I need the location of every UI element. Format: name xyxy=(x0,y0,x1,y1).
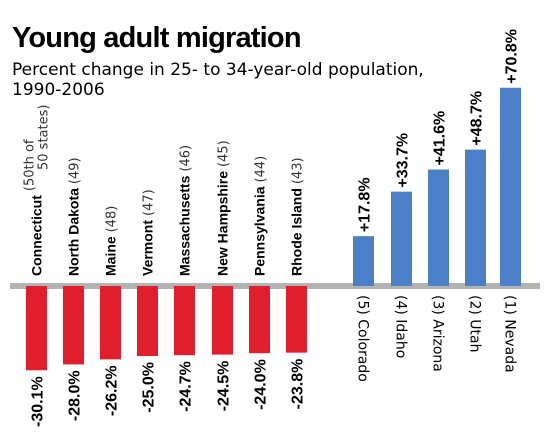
category-name: North Dakota xyxy=(66,188,82,276)
gain-bar xyxy=(391,191,412,286)
category-rank: (43) xyxy=(291,157,306,184)
category-label: Maine (48) xyxy=(103,206,120,276)
category-rank: (45) xyxy=(217,140,232,167)
loss-value-label: -26.2% xyxy=(104,365,121,416)
gain-value-label: +17.8% xyxy=(357,177,374,232)
loss-value-label: -24.0% xyxy=(253,359,270,410)
loss-bar xyxy=(286,286,307,353)
loss-value-label: -30.1% xyxy=(30,376,47,427)
loss-bars: -30.1% Connecticut (50th of 50 states) -28.0… xyxy=(23,105,307,427)
category-label: Connecticut (50th of xyxy=(23,139,45,276)
category-label: Rhode Island (43) xyxy=(289,157,306,276)
gain-value-label: +33.7% xyxy=(395,133,412,188)
loss-value-label: -25.0% xyxy=(141,362,158,413)
gain-value-label: +70.8% xyxy=(504,29,521,84)
category-name: Rhode Island xyxy=(289,188,305,276)
gain-bars: +17.8% (5) Colorado +33.7% (4) Idaho +41.6% (… xyxy=(353,29,521,382)
loss-value-label: -24.5% xyxy=(216,361,233,412)
category-rank: (44) xyxy=(254,156,269,183)
gain-bar xyxy=(465,149,486,286)
loss-bar xyxy=(63,286,84,365)
chart-subtitle-line-1: Percent change in 25- to 34-year-old pop… xyxy=(12,60,424,80)
category-name: Massachusetts xyxy=(177,175,193,276)
category-label: Massachusetts (46) xyxy=(177,145,194,276)
loss-value-label: -24.7% xyxy=(178,361,195,412)
category-label: North Dakota (49) xyxy=(66,157,83,276)
gain-bar xyxy=(500,87,521,286)
loss-bar xyxy=(100,286,121,360)
category-rank: (48) xyxy=(105,206,120,233)
category-name: Maine xyxy=(103,236,119,276)
category-rank-line-1: (50th of xyxy=(23,139,38,191)
category-name: Pennsylvania xyxy=(252,186,268,276)
gain-bar xyxy=(353,236,374,286)
category-name: Connecticut xyxy=(29,195,45,276)
category-label: Pennsylvania (44) xyxy=(252,156,269,276)
loss-bar xyxy=(212,286,233,355)
loss-bar xyxy=(249,286,270,354)
gain-bar xyxy=(428,169,449,286)
loss-bar xyxy=(137,286,158,356)
category-label: New Hampshire (45) xyxy=(215,140,232,276)
loss-value-label: -28.0% xyxy=(67,370,84,421)
category-rank: (47) xyxy=(142,189,157,216)
gain-value-label: +41.6% xyxy=(432,111,449,166)
gain-category-label: (5) Colorado xyxy=(355,295,371,382)
category-rank: (49) xyxy=(68,157,83,184)
gain-category-label: (3) Arizona xyxy=(430,295,446,372)
category-label: Vermont (47) xyxy=(140,189,157,276)
chart-subtitle-line-2: 1990-2006 xyxy=(12,80,105,100)
category-rank: (46) xyxy=(179,145,194,172)
loss-bar xyxy=(174,286,195,356)
gain-category-label: (2) Utah xyxy=(467,295,483,352)
gain-category-label: (1) Nevada xyxy=(502,295,518,373)
loss-value-label: -23.8% xyxy=(290,359,307,410)
gain-value-label: +48.7% xyxy=(469,91,486,146)
category-name: New Hampshire xyxy=(215,171,231,276)
gain-category-label: (4) Idaho xyxy=(393,295,409,358)
category-rank-line-2: 50 states) xyxy=(37,105,52,170)
loss-bar xyxy=(26,286,47,371)
chart-title: Young adult migration xyxy=(12,22,301,54)
category-name: Vermont xyxy=(140,220,156,276)
